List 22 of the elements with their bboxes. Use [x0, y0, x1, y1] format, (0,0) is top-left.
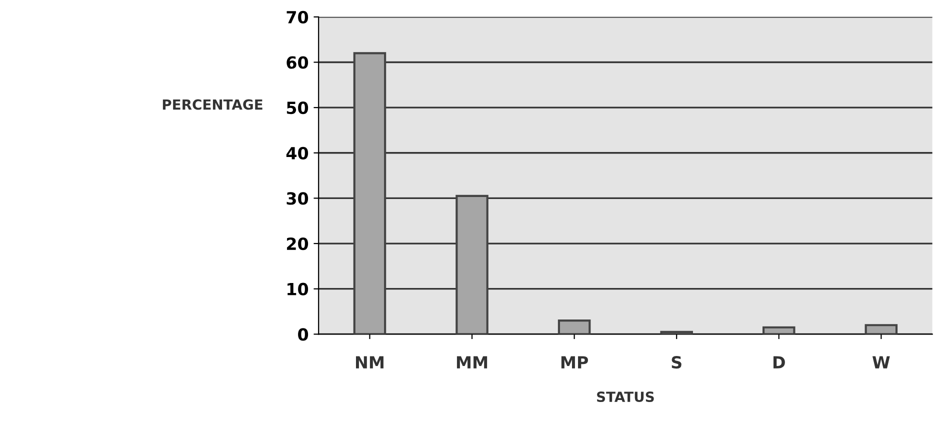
- x-axis-title: STATUS: [597, 392, 654, 402]
- x-tick-label: S: [672, 356, 682, 369]
- y-tick-label: 70: [286, 10, 308, 24]
- y-tick-label: 50: [286, 102, 308, 114]
- x-tick-label: MP: [561, 356, 588, 368]
- y-tick-label: 0: [298, 328, 308, 341]
- bar: [762, 326, 796, 334]
- bar: [353, 52, 386, 334]
- y-tick-label: 10: [288, 282, 308, 296]
- y-axis-title: PERCENTAGE: [162, 99, 262, 110]
- y-tick-label: 40: [286, 146, 308, 160]
- x-tick-label: MM: [456, 356, 488, 368]
- bar: [660, 330, 693, 334]
- x-tick-label: NM: [356, 356, 384, 368]
- bar: [456, 194, 488, 334]
- y-tick-label: 60: [286, 56, 308, 69]
- y-tick-label: 20: [286, 237, 308, 250]
- x-tick-label: W: [872, 356, 890, 368]
- y-tick-label: 30: [286, 192, 308, 205]
- bar: [558, 320, 591, 334]
- bar: [864, 324, 898, 334]
- x-tick-label: D: [773, 356, 785, 368]
